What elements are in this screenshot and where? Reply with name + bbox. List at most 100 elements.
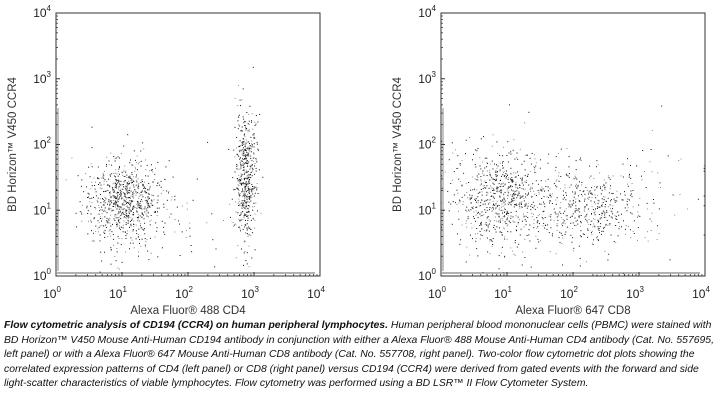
data-point	[549, 194, 551, 196]
data-point	[102, 173, 104, 175]
data-point	[498, 190, 500, 192]
data-point	[524, 188, 526, 190]
data-point	[245, 219, 246, 221]
data-point	[575, 185, 577, 187]
data-point	[601, 212, 603, 214]
data-point	[610, 199, 612, 201]
data-point	[608, 192, 610, 194]
data-point	[118, 211, 120, 213]
data-point	[248, 141, 250, 143]
data-point	[594, 226, 596, 228]
data-point	[246, 171, 248, 173]
data-point	[506, 155, 508, 156]
data-point	[480, 223, 482, 225]
data-point	[518, 174, 519, 176]
data-point	[513, 139, 515, 141]
data-point	[255, 167, 257, 169]
data-point	[533, 227, 535, 229]
data-point	[563, 221, 565, 223]
data-point	[116, 208, 118, 210]
data-point	[507, 215, 509, 217]
data-point	[501, 183, 503, 185]
data-point	[108, 178, 110, 180]
data-point	[144, 181, 146, 183]
data-point	[578, 211, 580, 213]
data-point	[534, 172, 535, 174]
data-point	[703, 167, 705, 169]
data-point	[531, 197, 533, 198]
data-point	[116, 248, 118, 249]
data-point	[117, 242, 119, 244]
data-point	[541, 217, 543, 218]
data-point	[93, 177, 95, 179]
data-point	[653, 202, 655, 204]
data-point	[553, 183, 555, 185]
data-point	[631, 183, 633, 184]
data-point	[253, 153, 255, 155]
data-point	[238, 174, 240, 176]
data-point	[534, 154, 536, 156]
data-point	[254, 163, 256, 164]
data-point	[142, 179, 143, 181]
data-point	[140, 150, 142, 152]
data-point	[627, 226, 629, 227]
data-point	[239, 157, 241, 159]
data-point	[145, 199, 147, 201]
data-point	[496, 175, 498, 176]
data-point	[91, 185, 93, 187]
data-point	[111, 210, 113, 212]
data-point	[562, 190, 564, 192]
data-point	[536, 222, 538, 224]
data-point	[589, 190, 591, 192]
data-point	[603, 179, 605, 181]
data-point	[556, 179, 558, 181]
data-point	[130, 223, 132, 225]
data-point	[247, 215, 249, 217]
data-point	[486, 175, 488, 176]
data-point	[508, 186, 510, 188]
data-point	[488, 187, 490, 189]
data-point	[532, 201, 534, 203]
data-point	[475, 237, 477, 239]
data-point	[607, 175, 609, 177]
data-point	[139, 202, 141, 204]
data-point	[115, 178, 117, 180]
data-point	[637, 227, 639, 229]
data-point	[613, 198, 615, 200]
data-point	[703, 205, 705, 207]
data-point	[574, 217, 576, 219]
data-point	[549, 202, 550, 204]
data-point	[616, 190, 618, 192]
data-point	[492, 178, 494, 180]
data-point	[81, 220, 83, 222]
data-point	[102, 176, 104, 178]
data-point	[242, 194, 244, 196]
data-point	[116, 184, 117, 186]
data-point	[475, 206, 477, 208]
data-point	[135, 176, 137, 178]
data-point	[118, 187, 120, 188]
data-point	[566, 194, 567, 196]
data-point	[549, 193, 551, 195]
data-point	[674, 214, 676, 216]
data-point	[107, 236, 109, 238]
data-point	[638, 204, 640, 206]
data-point	[135, 161, 137, 163]
data-point	[603, 226, 605, 228]
data-point	[515, 157, 517, 159]
data-point	[93, 196, 94, 198]
data-point	[529, 157, 531, 159]
data-point	[140, 205, 142, 207]
data-point	[97, 201, 99, 203]
data-point	[526, 180, 528, 181]
data-point	[117, 192, 119, 194]
data-point	[480, 222, 482, 224]
data-point	[249, 165, 251, 167]
data-point	[139, 205, 141, 207]
data-point	[109, 192, 111, 194]
data-point	[460, 239, 462, 241]
data-point	[502, 205, 504, 207]
data-point	[127, 202, 129, 204]
data-point	[511, 179, 513, 181]
data-point	[575, 208, 577, 210]
